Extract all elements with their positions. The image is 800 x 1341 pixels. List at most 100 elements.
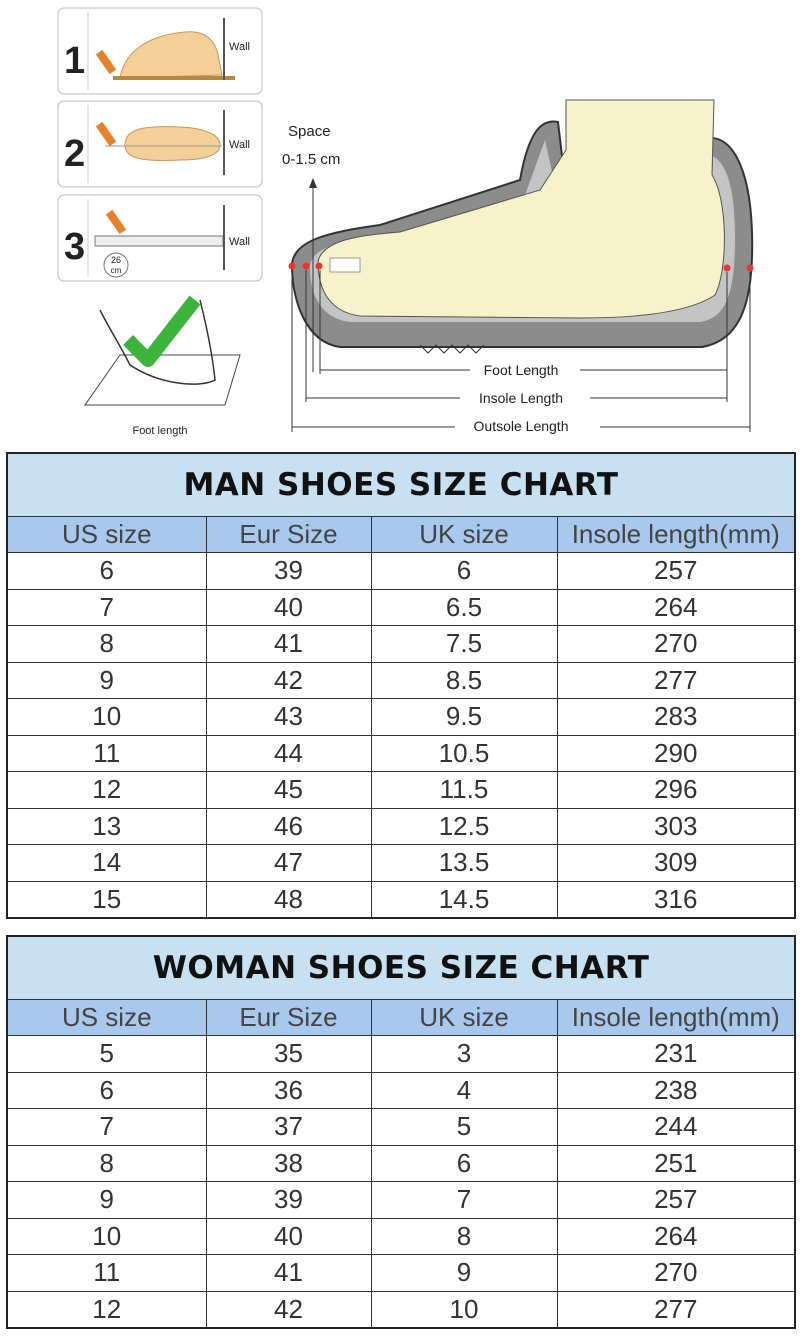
table-title: MAN SHOES SIZE CHART [6, 452, 796, 517]
table-row: 10 43 9.5 283 [6, 698, 796, 736]
size-table: MAN SHOES SIZE CHART US size Eur Size UK si… [6, 452, 796, 919]
title-row: WOMAN SHOES SIZE CHART [6, 935, 796, 1000]
table-cell: 11.5 [370, 771, 558, 809]
header-row: US size Eur Size UK size Insole length(mm) [6, 999, 796, 1036]
step-panel: 2 Wall [57, 100, 263, 188]
table-row: 14 47 13.5 309 [6, 844, 796, 882]
step-panel: 1 Wall [57, 7, 263, 95]
table-cell: 13.5 [370, 844, 558, 882]
column-header: Insole length(mm) [556, 516, 796, 553]
table-cell: 270 [556, 625, 796, 663]
table-row: 8 38 6 251 [6, 1144, 796, 1182]
table-cell: 42 [205, 661, 372, 699]
table-cell: 10 [6, 698, 207, 736]
title-row: MAN SHOES SIZE CHART [6, 452, 796, 517]
table-cell: 309 [556, 844, 796, 882]
foot-sketch: Foot length [84, 295, 241, 437]
table-cell: 316 [556, 880, 796, 919]
table-cell: 45 [205, 771, 372, 809]
table-cell: 264 [556, 1217, 796, 1255]
table-cell: 35 [205, 1035, 372, 1073]
table-cell: 37 [205, 1108, 372, 1146]
column-header: Eur Size [205, 516, 372, 553]
table-cell: 9.5 [370, 698, 558, 736]
dimension-label: Foot Length [484, 362, 559, 378]
table-cell: 270 [556, 1254, 796, 1292]
table-cell: 12 [6, 1290, 207, 1329]
table-cell: 231 [556, 1035, 796, 1073]
table-cell: 13 [6, 807, 207, 845]
table-row: 12 45 11.5 296 [6, 771, 796, 809]
header-row: US size Eur Size UK size Insole length(mm) [6, 516, 796, 553]
table-cell: 8 [6, 625, 207, 663]
step-panel: 26 cm 3 Wall [57, 194, 263, 282]
wall-label: Wall [229, 139, 250, 151]
table-cell: 12.5 [370, 807, 558, 845]
dimension-label: Insole Length [479, 390, 563, 406]
column-header: UK size [370, 999, 558, 1036]
table-cell: 10 [370, 1290, 558, 1329]
table-row: 11 44 10.5 290 [6, 734, 796, 772]
table-cell: 4 [370, 1071, 558, 1109]
table-cell: 14.5 [370, 880, 558, 919]
table-row: 9 42 8.5 277 [6, 661, 796, 699]
table-cell: 44 [205, 734, 372, 772]
table-cell: 9 [6, 661, 207, 699]
table-row: 9 39 7 257 [6, 1181, 796, 1219]
column-header: UK size [370, 516, 558, 553]
table-cell: 40 [205, 588, 372, 626]
table-cell: 6 [370, 552, 558, 590]
table-cell: 11 [6, 1254, 207, 1292]
table-row: 10 40 8 264 [6, 1217, 796, 1255]
wall-label: Wall [229, 41, 250, 53]
table-cell: 14 [6, 844, 207, 882]
space-label: Space [288, 123, 331, 140]
shoe-diagram: Space 0-1.5 cm Foot Length Insole Length… [282, 99, 754, 434]
table-cell: 11 [6, 734, 207, 772]
table-row: 8 41 7.5 270 [6, 625, 796, 663]
table-cell: 257 [556, 1181, 796, 1219]
table-cell: 10 [6, 1217, 207, 1255]
table-cell: 7.5 [370, 625, 558, 663]
table-cell: 290 [556, 734, 796, 772]
dimension-label: Outsole Length [474, 418, 569, 434]
table-cell: 48 [205, 880, 372, 919]
table-cell: 283 [556, 698, 796, 736]
table-cell: 10.5 [370, 734, 558, 772]
table-cell: 42 [205, 1290, 372, 1329]
table-cell: 39 [205, 1181, 372, 1219]
table-cell: 9 [370, 1254, 558, 1292]
table-title: WOMAN SHOES SIZE CHART [6, 935, 796, 1000]
table-cell: 6 [6, 1071, 207, 1109]
table-cell: 8 [370, 1217, 558, 1255]
illustration: 1 Wall 2 Wall 26 cm 3 Wall Foot length [57, 7, 754, 437]
table-cell: 12 [6, 771, 207, 809]
measure-value: 26 [111, 255, 121, 265]
table-row: 5 35 3 231 [6, 1035, 796, 1073]
table-cell: 41 [205, 1254, 372, 1292]
table-cell: 7 [6, 588, 207, 626]
space-range: 0-1.5 cm [282, 151, 340, 168]
measure-unit: cm [111, 266, 122, 275]
table-cell: 38 [205, 1144, 372, 1182]
table-cell: 8 [6, 1144, 207, 1182]
table-cell: 6 [370, 1144, 558, 1182]
table-cell: 43 [205, 698, 372, 736]
table-row: 7 37 5 244 [6, 1108, 796, 1146]
table-cell: 277 [556, 1290, 796, 1329]
step-number: 2 [64, 133, 85, 175]
size-table: WOMAN SHOES SIZE CHART US size Eur Size UK … [6, 935, 797, 1329]
table-row: 6 36 4 238 [6, 1071, 796, 1109]
table-cell: 47 [205, 844, 372, 882]
column-header: US size [6, 999, 207, 1036]
caption: Foot length [132, 425, 187, 437]
table-cell: 36 [205, 1071, 372, 1109]
table-row: 13 46 12.5 303 [6, 807, 796, 845]
step-number: 1 [64, 40, 85, 82]
table-cell: 41 [205, 625, 372, 663]
table-cell: 7 [370, 1181, 558, 1219]
table-row: 12 42 10 277 [6, 1290, 796, 1329]
table-cell: 244 [556, 1108, 796, 1146]
table-cell: 15 [6, 880, 207, 919]
table-cell: 6 [6, 552, 207, 590]
